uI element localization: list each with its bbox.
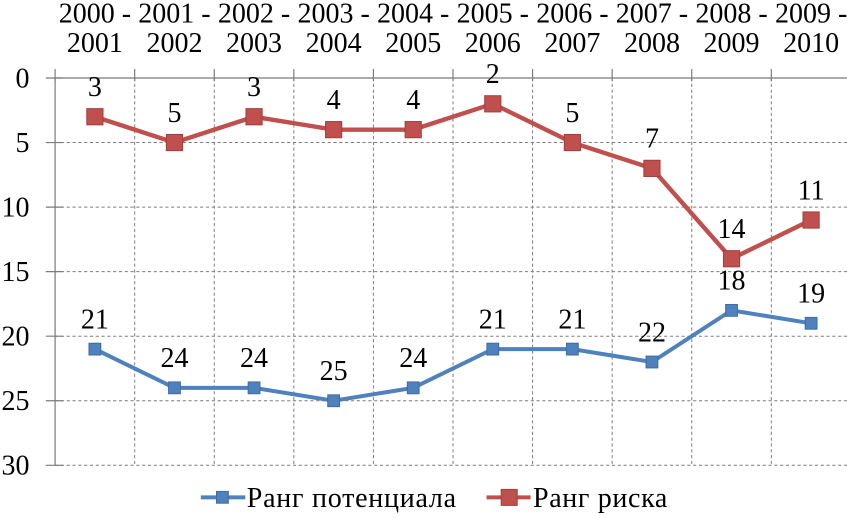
svg-text:7: 7 xyxy=(645,124,659,155)
svg-text:2: 2 xyxy=(486,59,500,90)
svg-text:25: 25 xyxy=(320,356,348,387)
svg-text:Ранг потенциала: Ранг потенциала xyxy=(247,483,457,513)
svg-text:2003: 2003 xyxy=(226,28,282,59)
svg-text:2008 -: 2008 - xyxy=(695,0,767,29)
svg-text:2002 -: 2002 - xyxy=(218,0,290,29)
svg-text:4: 4 xyxy=(406,85,420,116)
svg-text:2007 -: 2007 - xyxy=(616,0,688,29)
svg-text:2009 -: 2009 - xyxy=(775,0,847,29)
svg-text:2001: 2001 xyxy=(67,28,123,59)
svg-text:21: 21 xyxy=(479,304,507,335)
svg-text:2003 -: 2003 - xyxy=(297,0,369,29)
svg-text:25: 25 xyxy=(2,386,30,417)
svg-text:11: 11 xyxy=(798,175,825,206)
svg-text:30: 30 xyxy=(2,451,30,482)
svg-text:Ранг риска: Ранг риска xyxy=(533,483,668,513)
svg-text:18: 18 xyxy=(718,266,746,297)
svg-text:3: 3 xyxy=(247,72,261,103)
svg-text:2009: 2009 xyxy=(704,28,760,59)
svg-text:14: 14 xyxy=(718,214,746,245)
svg-text:5: 5 xyxy=(565,98,579,129)
svg-text:2006: 2006 xyxy=(465,28,521,59)
svg-text:20: 20 xyxy=(2,321,30,352)
svg-text:2001 -: 2001 - xyxy=(138,0,210,29)
svg-text:2005 -: 2005 - xyxy=(457,0,529,29)
svg-text:24: 24 xyxy=(240,343,268,374)
svg-text:19: 19 xyxy=(797,279,825,310)
svg-text:2000 -: 2000 - xyxy=(59,0,131,29)
svg-text:2007: 2007 xyxy=(544,28,600,59)
svg-text:5: 5 xyxy=(167,98,181,129)
svg-text:21: 21 xyxy=(81,304,109,335)
svg-text:2002: 2002 xyxy=(146,28,202,59)
svg-text:2008: 2008 xyxy=(624,28,680,59)
svg-text:4: 4 xyxy=(327,85,341,116)
svg-text:24: 24 xyxy=(160,343,188,374)
svg-text:10: 10 xyxy=(2,192,30,223)
svg-text:21: 21 xyxy=(558,304,586,335)
svg-text:2004: 2004 xyxy=(306,28,362,59)
svg-text:2010: 2010 xyxy=(783,28,839,59)
svg-text:24: 24 xyxy=(399,343,427,374)
svg-text:2006 -: 2006 - xyxy=(536,0,608,29)
svg-text:22: 22 xyxy=(638,317,666,348)
svg-text:3: 3 xyxy=(88,72,102,103)
svg-text:2004 -: 2004 - xyxy=(377,0,449,29)
svg-text:15: 15 xyxy=(2,257,30,288)
svg-text:0: 0 xyxy=(16,63,30,94)
svg-text:2005: 2005 xyxy=(385,28,441,59)
svg-text:5: 5 xyxy=(16,128,30,159)
